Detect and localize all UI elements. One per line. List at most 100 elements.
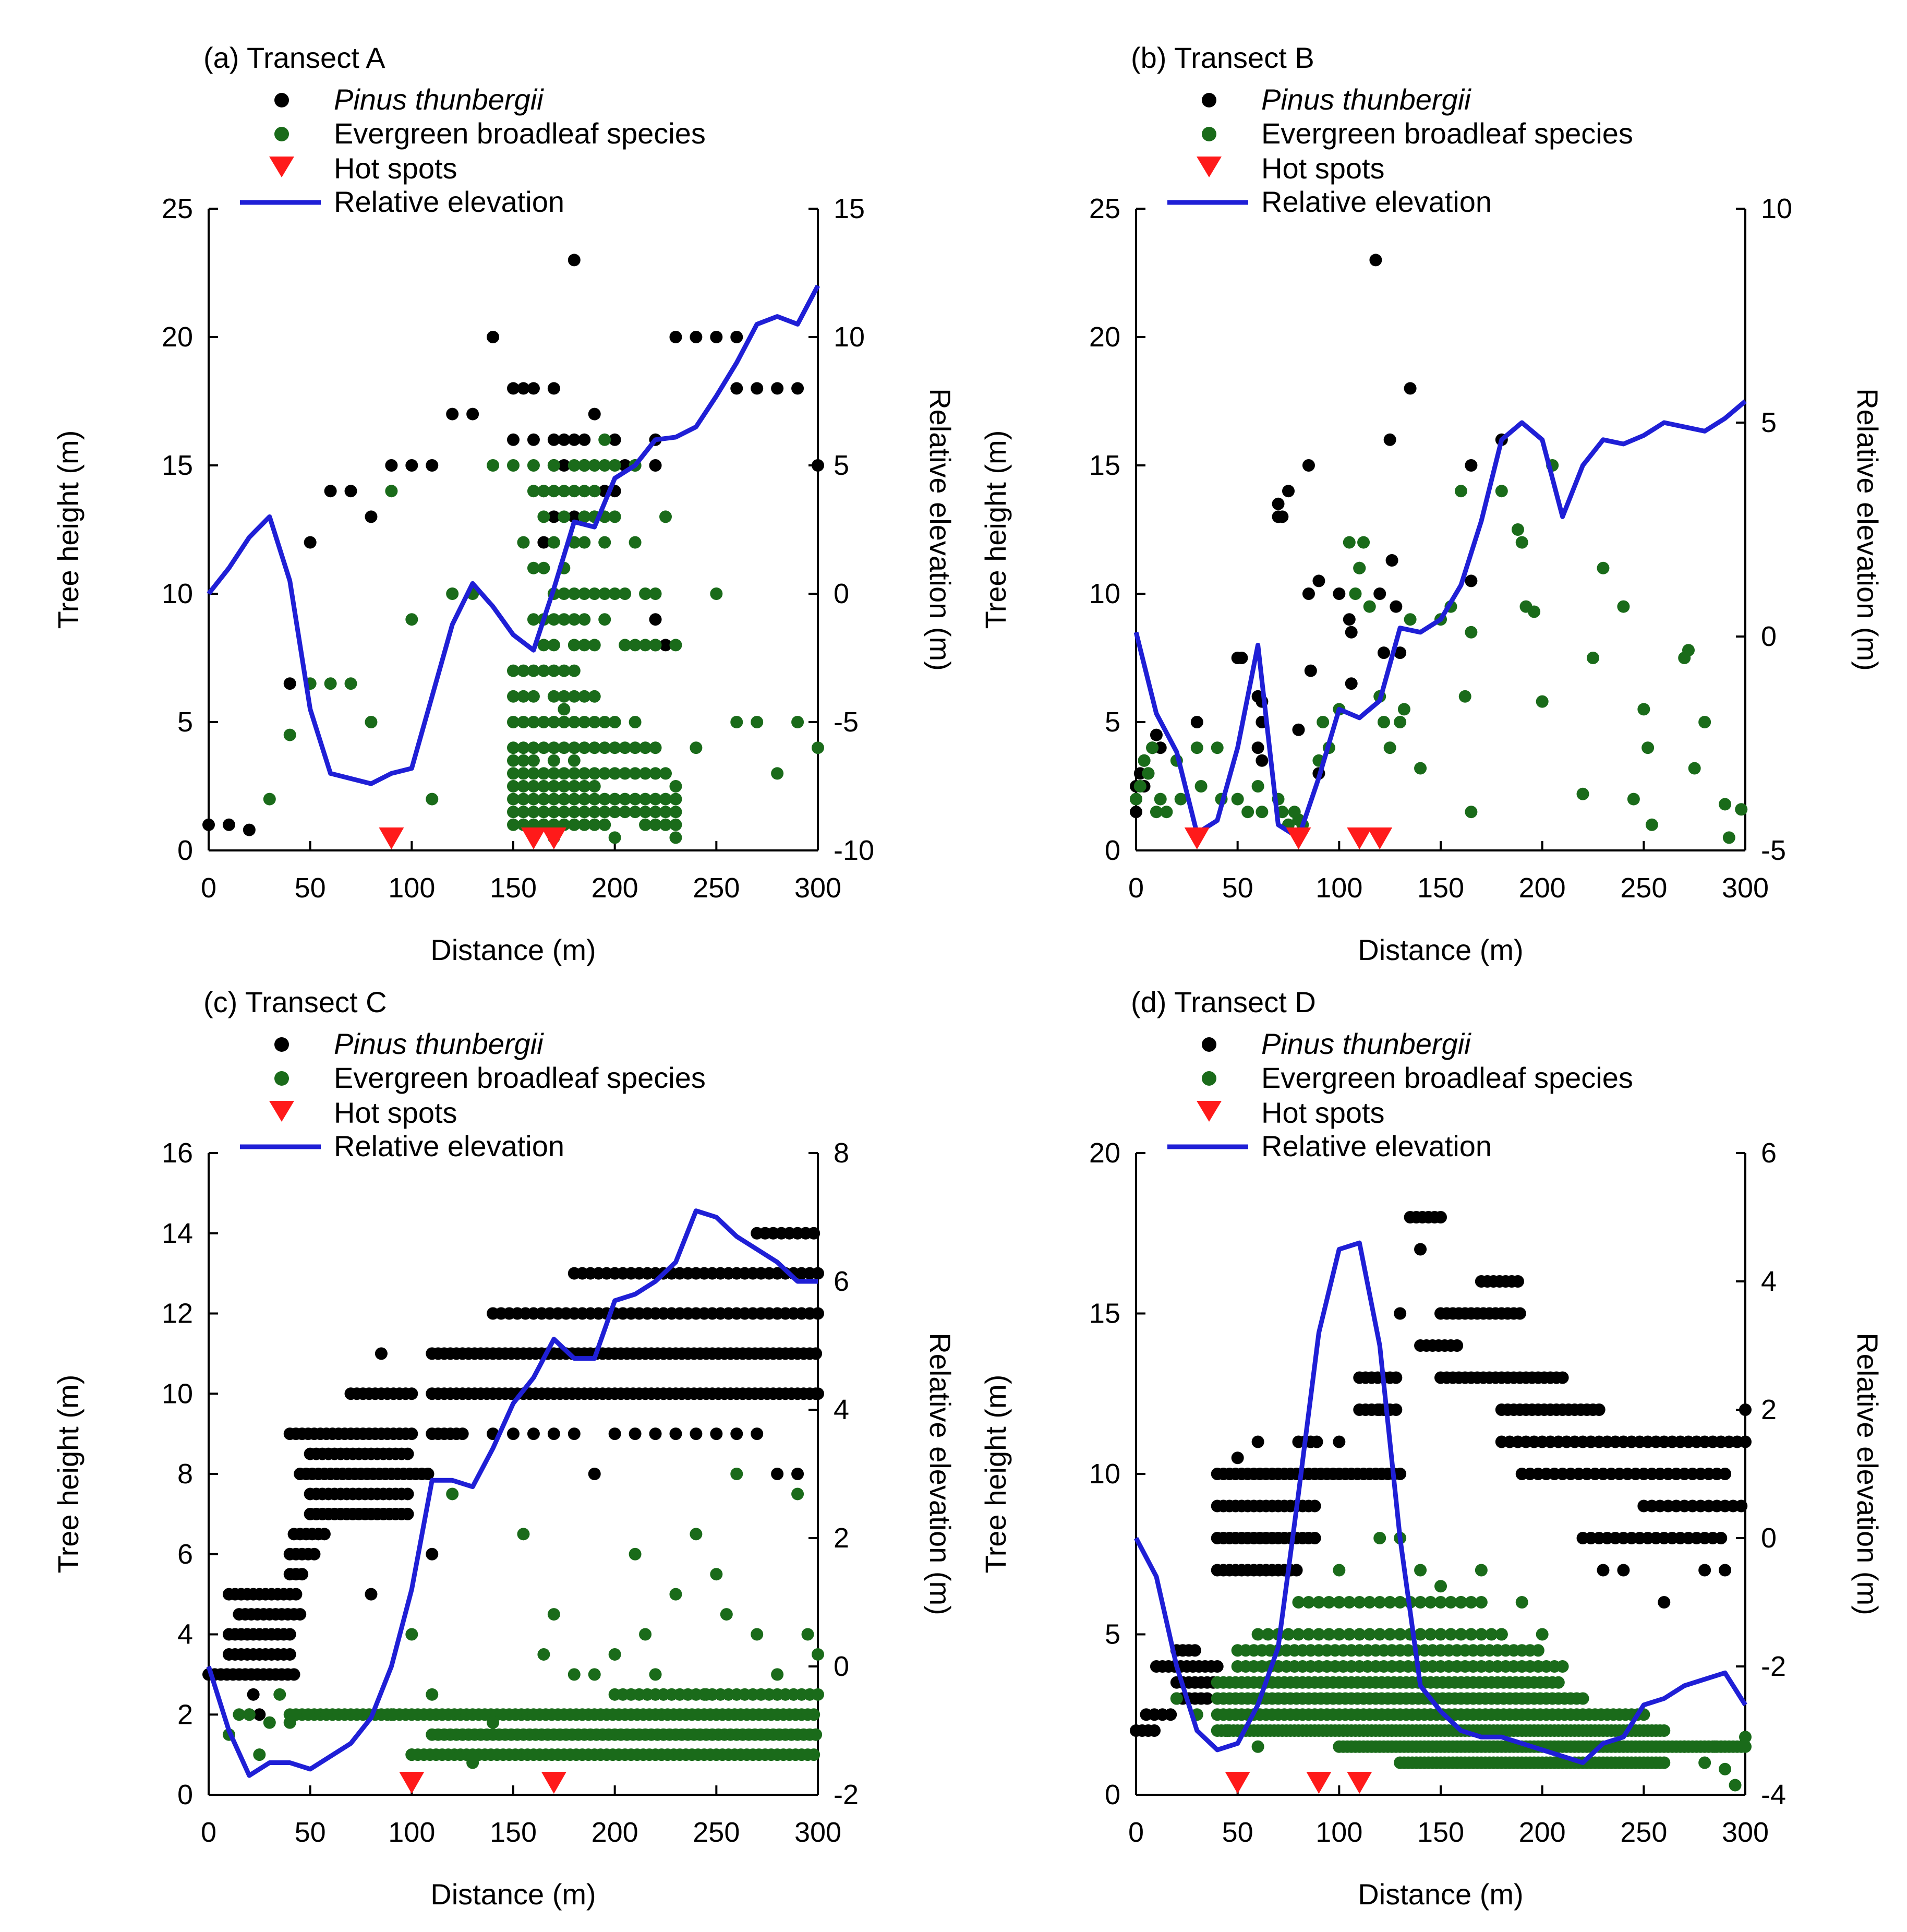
pine-point — [324, 485, 337, 498]
pine-point — [1150, 728, 1163, 741]
broadleaf-point — [1719, 798, 1732, 811]
pine-point — [578, 433, 591, 446]
hot-spot-marker — [521, 827, 546, 849]
pine-point — [1394, 1307, 1407, 1320]
pine-point — [1251, 741, 1264, 754]
broadleaf-point — [619, 767, 632, 780]
broadleaf-point — [568, 639, 581, 652]
y-tick-label: 5 — [177, 706, 193, 738]
hot-spot-marker — [541, 1772, 566, 1794]
broadleaf-point — [1495, 1628, 1508, 1641]
broadleaf-point — [517, 806, 530, 819]
hot-spot-marker — [1286, 827, 1311, 849]
broadleaf-point — [547, 754, 560, 767]
pine-point — [1211, 1660, 1224, 1673]
broadleaf-point — [791, 1487, 804, 1501]
broadleaf-point — [517, 793, 530, 806]
legend-hotspot-label: Hot spots — [334, 152, 457, 185]
broadleaf-point — [1343, 1628, 1356, 1641]
pine-point — [1465, 574, 1478, 587]
broadleaf-point — [588, 818, 601, 831]
broadleaf-point — [1465, 1628, 1478, 1641]
broadleaf-point — [1138, 754, 1151, 767]
broadleaf-point — [537, 561, 550, 574]
y2-tick-label: 10 — [1761, 193, 1792, 224]
pine-point — [588, 1468, 601, 1480]
y2-axis-title: Relative elevation (m) — [1851, 388, 1884, 671]
broadleaf-point — [649, 639, 662, 652]
hot-spot-marker — [541, 827, 566, 849]
broadleaf-point — [1729, 1779, 1742, 1792]
pine-point — [547, 433, 560, 446]
pine-point — [690, 331, 703, 343]
x-tick-label: 100 — [1315, 872, 1362, 904]
broadleaf-point — [527, 664, 540, 677]
legend-broadleaf-label: Evergreen broadleaf species — [334, 117, 706, 150]
broadleaf-point — [547, 716, 560, 728]
broadleaf-point — [1256, 806, 1269, 819]
broadleaf-point — [537, 1648, 550, 1661]
pine-point — [1188, 1644, 1201, 1657]
broadleaf-point — [598, 613, 611, 626]
broadleaf-point — [1658, 1756, 1671, 1769]
pine-point — [1369, 254, 1382, 267]
pine-point — [385, 459, 398, 472]
pine-point — [1513, 1307, 1526, 1320]
pine-point — [421, 1468, 434, 1480]
broadleaf-point — [669, 639, 682, 652]
broadleaf-point — [1444, 1596, 1457, 1609]
pine-point — [1333, 587, 1346, 600]
y-tick-label: 0 — [177, 835, 193, 866]
broadleaf-point — [1531, 1644, 1544, 1657]
broadleaf-point — [1414, 1628, 1427, 1641]
broadleaf-point — [558, 741, 571, 754]
broadleaf-point — [547, 793, 560, 806]
broadleaf-point — [1434, 1580, 1447, 1593]
broadleaf-point — [1349, 587, 1362, 600]
broadleaf-point — [1536, 1628, 1549, 1641]
pine-point — [791, 382, 804, 395]
broadleaf-point — [608, 806, 621, 819]
broadleaf-point — [365, 716, 378, 728]
y-tick-label: 15 — [1089, 1298, 1120, 1329]
plot-area — [1130, 1211, 1752, 1792]
broadleaf-point — [588, 587, 601, 600]
broadleaf-point — [1353, 1628, 1366, 1641]
broadleaf-point — [1251, 1628, 1264, 1641]
pine-point — [1292, 723, 1305, 736]
broadleaf-point — [273, 1688, 286, 1701]
broadleaf-point — [629, 639, 642, 652]
broadleaf-point — [1241, 806, 1254, 819]
pine-point — [568, 510, 581, 523]
legend-elevation-label: Relative elevation — [1261, 185, 1492, 218]
broadleaf-point — [608, 741, 621, 754]
broadleaf-point — [568, 664, 581, 677]
y-tick-label: 10 — [162, 1378, 193, 1409]
broadleaf-point — [578, 639, 591, 652]
broadleaf-point — [1373, 1596, 1386, 1609]
pine-point — [1394, 1468, 1407, 1480]
broadleaf-point — [1404, 613, 1417, 626]
broadleaf-point — [537, 741, 550, 754]
broadleaf-point — [588, 639, 601, 652]
broadleaf-point — [1434, 1596, 1447, 1609]
legend-elevation-label: Relative elevation — [1261, 1130, 1492, 1162]
broadleaf-point — [1495, 485, 1508, 498]
broadleaf-point — [537, 767, 550, 780]
pine-point — [1390, 600, 1403, 613]
broadleaf-point — [1597, 561, 1610, 574]
pine-point — [1385, 554, 1398, 567]
broadleaf-point — [507, 664, 520, 677]
broadleaf-point — [1698, 716, 1711, 728]
broadleaf-point — [1678, 1740, 1691, 1753]
broadleaf-point — [537, 485, 550, 498]
pine-point — [547, 1427, 560, 1441]
pine-point — [296, 1568, 309, 1581]
hot-spot-marker — [1347, 1772, 1372, 1794]
pine-point — [1308, 1532, 1321, 1544]
pine-point — [629, 1427, 642, 1441]
pine-point — [527, 382, 540, 395]
broadleaf-point — [598, 793, 611, 806]
legend-hotspot-label: Hot spots — [1261, 152, 1385, 185]
x-tick-label: 50 — [1222, 1817, 1253, 1848]
